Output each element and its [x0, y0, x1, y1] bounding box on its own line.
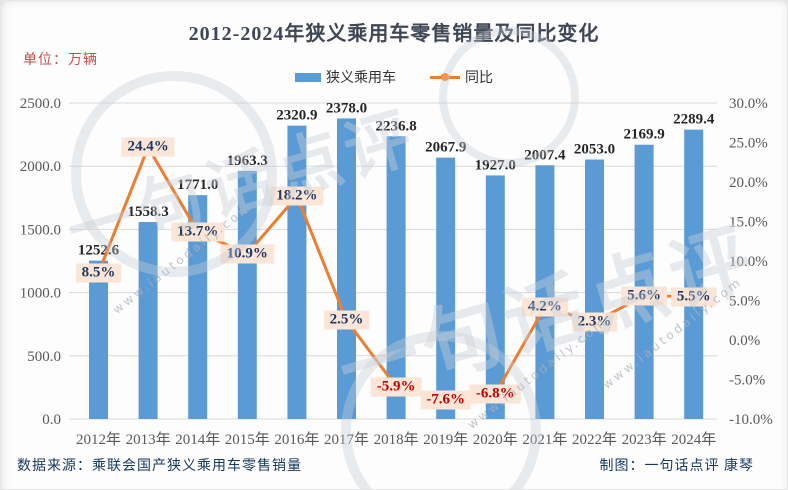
bar-value-label: 1771.0 [177, 177, 218, 193]
right-axis-tick: 25.0% [729, 136, 768, 152]
x-axis-label: 2016年 [274, 431, 319, 448]
x-axis-label: 2022年 [572, 431, 617, 448]
bar-value-label: 1252.6 [78, 243, 120, 259]
right-axis-tick: 20.0% [729, 175, 768, 191]
yoy-point [293, 193, 301, 200]
yoy-point [392, 383, 400, 390]
bar-2017年 [337, 118, 356, 419]
bar-value-label: 1927.0 [475, 157, 516, 173]
x-axis-label: 2024年 [671, 431, 716, 448]
yoy-point [591, 318, 598, 326]
x-axis-label: 2017年 [324, 431, 369, 448]
x-axis-label: 2014年 [175, 431, 220, 448]
x-axis-label: 2021年 [522, 431, 567, 448]
yoy-point [343, 317, 350, 324]
yoy-point [492, 390, 499, 397]
right-axis-tick: -5.0% [729, 373, 765, 389]
bar-2022年 [585, 159, 604, 419]
legend-label-yoy: 同比 [465, 71, 493, 86]
bar-value-label: 2289.4 [673, 112, 715, 128]
legend-item-sales: 狭义乘用车 [295, 67, 396, 87]
left-axis-tick: 0.0 [42, 412, 61, 428]
yoy-point [442, 396, 449, 404]
left-axis-tick: 2500.0 [20, 96, 61, 112]
x-axis-label: 2023年 [622, 431, 667, 448]
line-dot-icon [430, 73, 460, 81]
chart-title: 2012-2024年狭义乘用车零售销量及同比变化 [188, 23, 600, 45]
data-source-label: 数据来源：乘联会国产狭义乘用车零售销量 [17, 459, 302, 474]
bar-2012年 [89, 260, 108, 419]
x-axis-label: 2015年 [225, 431, 270, 448]
bar-value-label: 2236.8 [375, 118, 416, 134]
left-axis-tick: 1500.0 [20, 222, 61, 238]
legend-label-sales: 狭义乘用车 [326, 71, 396, 86]
x-axis-label: 2013年 [126, 431, 171, 448]
bar-2013年 [138, 222, 158, 419]
bar-value-label: 2320.9 [276, 108, 317, 124]
bar-swatch-icon [295, 72, 321, 82]
bar-value-label: 1963.3 [227, 153, 268, 169]
bar-2018年 [386, 136, 406, 419]
right-axis-tick: 30.0% [729, 96, 768, 112]
yoy-point [144, 144, 152, 151]
left-axis-tick: 500.0 [27, 349, 61, 365]
unit-label: 单位：万辆 [23, 53, 98, 68]
bar-value-label: 2169.9 [623, 127, 664, 143]
yoy-point [244, 250, 251, 258]
right-axis-tick: 0.0% [729, 333, 760, 349]
x-axis-label: 2012年 [76, 431, 121, 448]
right-axis-tick: 10.0% [729, 254, 768, 270]
bar-value-label: 1558.3 [127, 204, 168, 220]
yoy-point [640, 292, 648, 299]
bar-2020年 [485, 175, 505, 419]
bar-2023年 [634, 144, 654, 419]
x-axis-label: 2020年 [473, 431, 518, 448]
left-axis-tick: 1000.0 [20, 286, 61, 302]
right-axis-tick: 15.0% [729, 215, 768, 231]
bar-value-label: 2378.0 [326, 100, 367, 116]
bar-2019年 [436, 157, 456, 420]
left-axis-tick: 2000.0 [20, 159, 61, 175]
credit-label: 制图：一句话点评 康琴 [599, 459, 754, 474]
right-axis-tick: 5.0% [729, 294, 760, 310]
x-axis-label: 2019年 [423, 431, 468, 448]
bar-value-label: 2053.0 [574, 142, 615, 158]
bar-2015年 [237, 170, 257, 419]
bar-2024年 [684, 129, 704, 419]
legend: 狭义乘用车 同比 [1, 67, 787, 87]
yoy-point [194, 228, 201, 235]
x-axis-label: 2018年 [374, 431, 419, 448]
bar-value-label: 2007.4 [524, 147, 566, 163]
yoy-point [95, 269, 102, 277]
yoy-point [541, 303, 549, 311]
yoy-point [690, 293, 697, 300]
bar-value-label: 2067.9 [425, 140, 466, 156]
legend-item-yoy: 同比 [430, 67, 493, 87]
right-axis-tick: -10.0% [729, 412, 773, 428]
bar-2014年 [188, 195, 208, 419]
bar-2016年 [287, 125, 307, 419]
bar-2021年 [535, 165, 555, 419]
